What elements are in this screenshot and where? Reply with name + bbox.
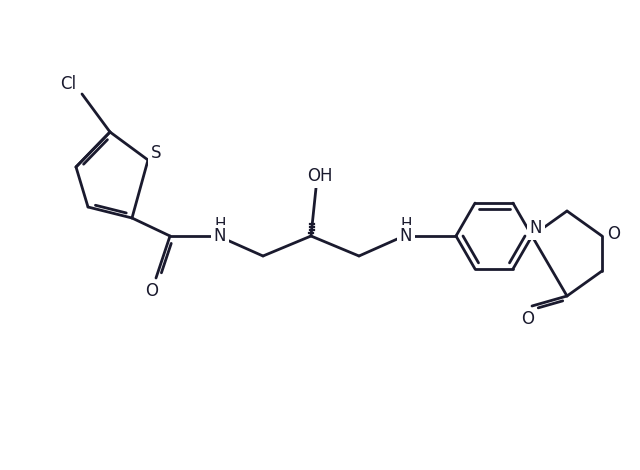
- Text: H: H: [214, 217, 226, 232]
- Text: N: N: [214, 227, 227, 245]
- Text: H: H: [400, 217, 412, 232]
- Text: N: N: [530, 219, 542, 237]
- Text: O: O: [522, 310, 534, 328]
- Text: N: N: [400, 227, 412, 245]
- Text: O: O: [607, 225, 621, 243]
- Text: OH: OH: [307, 167, 333, 185]
- Text: S: S: [151, 144, 161, 162]
- Text: O: O: [145, 282, 159, 300]
- Text: Cl: Cl: [60, 75, 76, 93]
